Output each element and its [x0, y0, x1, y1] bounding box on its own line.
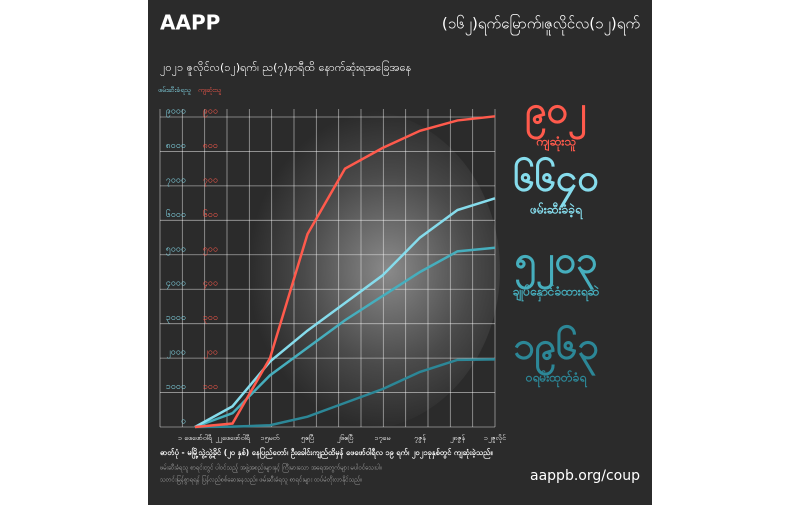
- subtitle: ၂၀၂၁ ဇူလိုင်လ(၁၂)ရက်၊ ည(၇)နာရီထိ နောက်ဆု…: [160, 60, 411, 76]
- legend-label: ကျဆုံးသူ: [535, 135, 576, 153]
- y2-tick-label: ၃၀၀: [203, 313, 218, 324]
- chart-title: (၁၆၂)ရက်မြောက်၊ဇူလိုင်လ(၁၂)ရက်: [442, 14, 640, 36]
- y-tick-label: ၅၀၀၀: [166, 244, 186, 255]
- x-tick-label: ၂၆ဧပြီ: [336, 434, 353, 443]
- x-tick-label: ၅ဧပြီ: [301, 434, 314, 443]
- x-tick-label: ၂၂ဖေဖော်ဝါရီ: [214, 434, 250, 443]
- header: AAPP: [160, 11, 220, 35]
- series-line: [194, 197, 496, 429]
- y-tick-label: ၀: [181, 417, 186, 427]
- y2-tick-label: ၅၀၀: [203, 244, 218, 255]
- y2-tick-label: ၄၀၀: [203, 279, 218, 290]
- y2-tick-label: ၇၀၀: [203, 175, 218, 186]
- x-tick-label: ၁၇မေ: [375, 434, 391, 443]
- y-tick-label: ၇၀၀၀: [166, 175, 186, 186]
- series-line: [194, 115, 496, 429]
- url: aappb.org/coup: [530, 468, 640, 484]
- y-tick-label: ၃၀၀၀: [166, 313, 186, 324]
- legend-label: ချုပ်နှောင်ခံထားရဆဲ: [513, 283, 600, 303]
- legend-label: ဝရမ်းထုတ်ခံရ: [525, 369, 588, 389]
- y-axis-label: ဖမ်းဆီးခံရသူ: [158, 86, 191, 95]
- y2-tick-label: ၂၀၀: [203, 348, 218, 359]
- series-line: [194, 358, 496, 429]
- x-tick-label: ၁၂ဇူလိုင်: [484, 434, 507, 443]
- y-tick-label: ၆၀၀၀: [166, 209, 186, 220]
- y2-tick-label: ၈၀၀: [203, 141, 218, 151]
- y2-tick-label: ၁၀၀: [203, 382, 218, 392]
- note: ဖမ်းဆီးခံရသူ စာရင်းတွင် ပါဝင်သည့် အဖွဲ့အ…: [160, 463, 382, 473]
- y-tick-label: ၂၀၀၀: [166, 348, 186, 359]
- caption: ဓာတ်ပုံ - မမြို့သွဲ့သွဲ့ခိုင် (၂၀ နှစ်) …: [160, 448, 493, 459]
- x-tick-label: ၇ဇွန်: [414, 434, 427, 443]
- y2-axis-label: ကျဆုံးသူ: [198, 86, 222, 95]
- y2-tick-label: ၉၀၀: [203, 107, 218, 118]
- x-tick-label: ၁ ဖေဖော်ဝါရီ: [178, 434, 213, 443]
- x-tick-label: ၂၈ဇွန်: [449, 434, 466, 443]
- legend-label: ဖမ်းဆီးခံခဲ့ရ: [529, 201, 583, 221]
- y2-tick-label: ၆၀၀: [203, 209, 218, 220]
- x-tick-label: ၁၅မတ်: [261, 434, 280, 443]
- y-tick-label: ၉၀၀၀: [166, 107, 186, 118]
- y-tick-label: ၁၀၀၀: [166, 382, 186, 392]
- note: သတင်းမြန်စွာရရန် ပြန်လည်စစ်ဆေးနေသည်။ ဖမ်…: [160, 475, 362, 485]
- photo: [220, 110, 500, 430]
- y-tick-label: ၈၀၀၀: [166, 141, 186, 151]
- y-tick-label: ၄၀၀၀: [166, 279, 186, 290]
